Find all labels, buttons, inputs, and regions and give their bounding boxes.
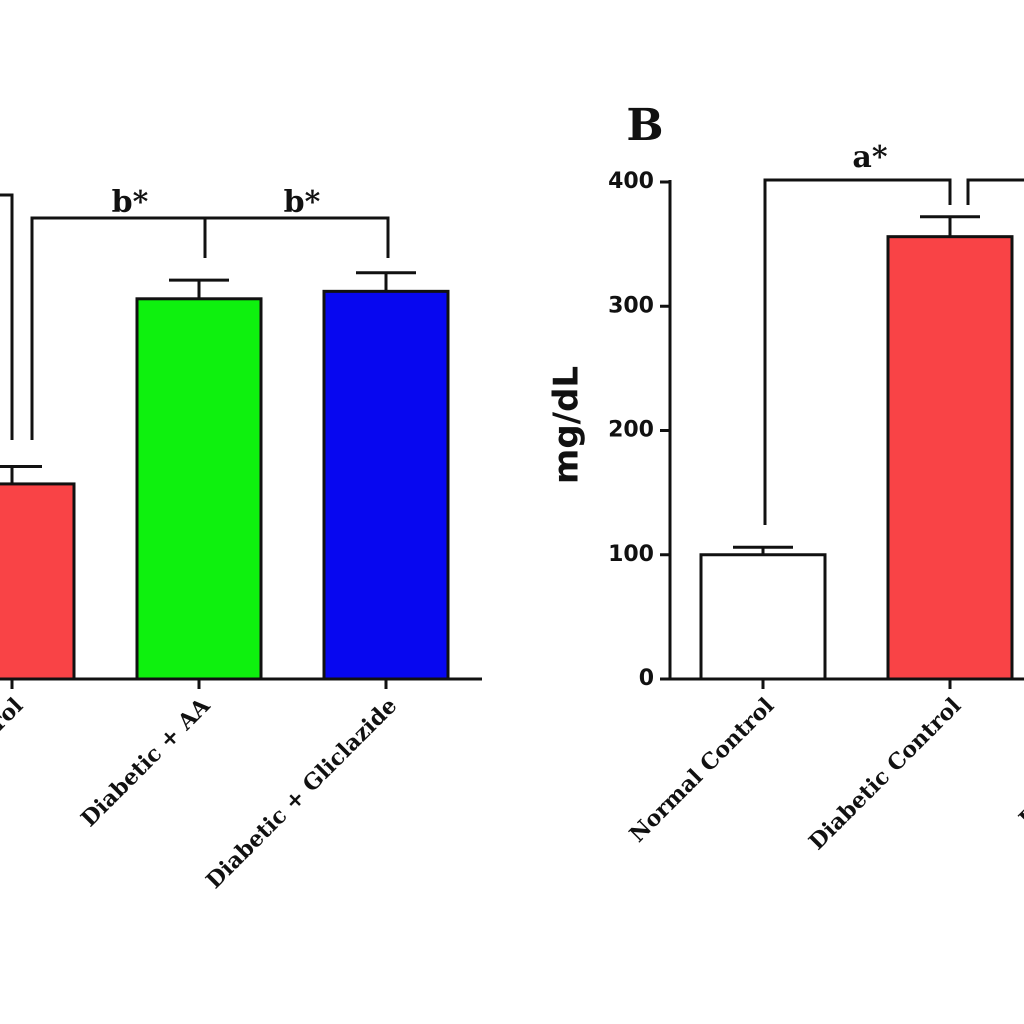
y-tick-label: 0	[639, 666, 654, 691]
y-tick-label: 100	[608, 542, 654, 567]
y-tick-label: 400	[608, 169, 654, 194]
y-tick-label: 200	[608, 418, 654, 443]
annotation: a*	[852, 140, 887, 175]
y-axis-label: mg/dL	[547, 366, 587, 484]
bracket	[763, 178, 952, 525]
annotation: b*	[284, 185, 321, 220]
bar	[886, 235, 1014, 681]
brackets	[0, 178, 1024, 525]
bar	[322, 289, 450, 681]
bar	[0, 482, 76, 681]
bar	[699, 553, 827, 681]
bracket	[0, 193, 14, 440]
y-tick-label: 300	[608, 293, 654, 318]
panel-title: B	[626, 100, 663, 151]
bracket	[966, 178, 1024, 205]
bracket	[30, 216, 390, 440]
bar	[135, 297, 263, 681]
annotation: b*	[112, 185, 149, 220]
